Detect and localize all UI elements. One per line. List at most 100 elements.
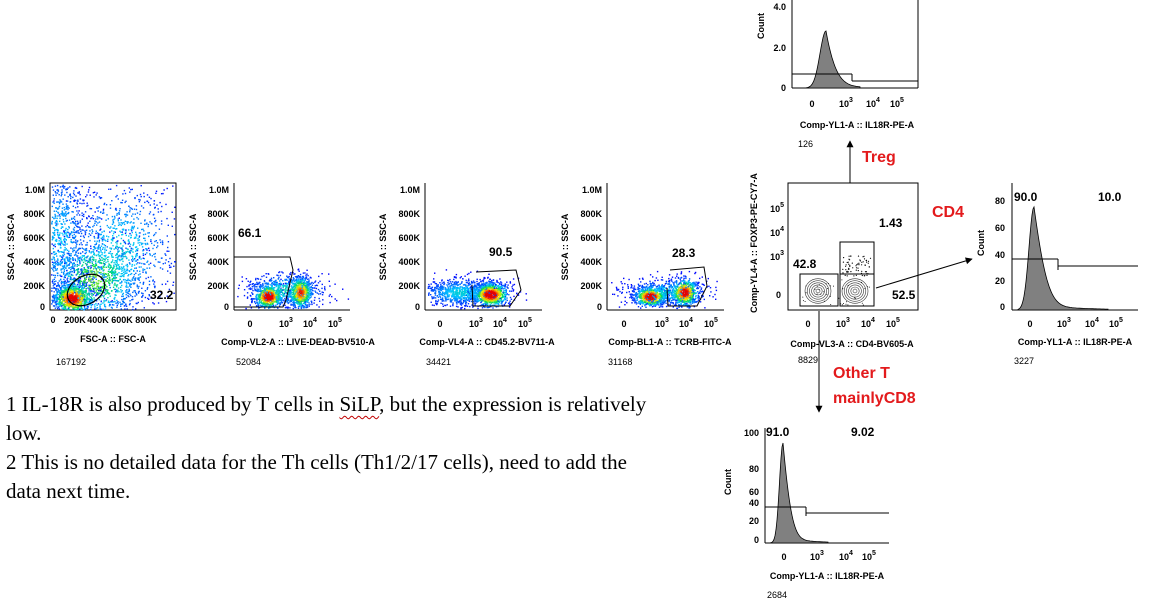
xtick-p2-3: 105	[328, 317, 342, 329]
histogram-fill-cd4	[1017, 205, 1109, 311]
ytick-p4-3: 600K	[580, 233, 602, 243]
histogram-cd4: 90.0 10.0 80 60 40 20 0 0 103 104 105 Co…	[976, 183, 1138, 366]
event-count-htreg: 126	[798, 139, 813, 149]
xtick-p3-0: 0	[437, 319, 442, 329]
xtick-p2-2: 104	[303, 317, 317, 329]
ylabel-hother: Count	[723, 469, 733, 495]
xtick-hother-3: 105	[862, 550, 876, 562]
ylabel-hcd4: Count	[976, 230, 986, 256]
neg-label-other: 91.0	[766, 425, 790, 439]
event-count-hcd4: 3227	[1014, 356, 1034, 366]
xtick-hcd4-2: 104	[1085, 317, 1099, 329]
histogram-other-t: 91.0 9.02 100 80 60 40 20 0 0 103 104 10…	[723, 425, 889, 599]
xtick-p1-1: 200K	[64, 315, 86, 325]
ytick-htreg-0: 0	[781, 83, 786, 93]
ytick-p3-2: 400K	[398, 257, 420, 267]
density-dots-p2	[237, 268, 350, 310]
xtick-hother-1: 103	[810, 550, 824, 562]
xtick-p5-0: 0	[805, 319, 810, 329]
ytick-p5-3: 105	[770, 202, 784, 214]
panel-tcrb: 28.3 1.0M 800K 600K 400K 200K 0 0 103 10…	[560, 183, 732, 367]
xtick-htreg-2: 104	[866, 97, 880, 109]
xtick-htreg-3: 105	[890, 97, 904, 109]
ytick-p5-0: 0	[776, 290, 781, 300]
xtick-p1-2: 400K	[87, 315, 109, 325]
ytick-p2-0: 0	[224, 302, 229, 312]
xtick-p4-3: 105	[704, 317, 718, 329]
xlabel-hcd4: Comp-YL1-A :: IL18R-PE-A	[1018, 337, 1133, 347]
gate-tcrb	[666, 266, 708, 307]
ytick-hother-0: 0	[754, 535, 759, 545]
ytick-p3-4: 800K	[398, 209, 420, 219]
ytick-p1-3: 600K	[23, 233, 45, 243]
ytick-hother-5: 100	[744, 428, 759, 438]
quadrant-label-top: 1.43	[879, 216, 903, 230]
xtick-p2-0: 0	[247, 319, 252, 329]
ytick-p4-1: 200K	[580, 281, 602, 291]
event-count-hother: 2684	[767, 590, 787, 599]
ytick-p1-0: 0	[40, 302, 45, 312]
ytick-hcd4-0: 0	[1000, 302, 1005, 312]
ytick-p3-1: 200K	[398, 281, 420, 291]
quadrant-label-left: 42.8	[793, 257, 817, 271]
xlabel-p4: Comp-BL1-A :: TCRB-FITC-A	[608, 337, 732, 347]
xtick-hcd4-0: 0	[1027, 319, 1032, 329]
xlabel-htreg: Comp-YL1-A :: IL18R-PE-A	[800, 120, 915, 130]
neg-label-cd4: 90.0	[1014, 190, 1038, 204]
xtick-p4-1: 103	[655, 317, 669, 329]
ytick-hother-3: 60	[749, 487, 759, 497]
ylabel-p2: SSC-A :: SSC-A	[188, 213, 198, 280]
ytick-p2-1: 200K	[207, 281, 229, 291]
ytick-hother-4: 80	[749, 464, 759, 474]
xlabel-p5: Comp-VL3-A :: CD4-BV605-A	[790, 339, 914, 349]
xtick-hcd4-3: 105	[1109, 317, 1123, 329]
event-count-p1: 167192	[56, 357, 86, 367]
gate-cd4-neg	[799, 273, 839, 307]
xtick-htreg-0: 0	[809, 99, 814, 109]
ytick-p1-2: 400K	[23, 257, 45, 267]
ytick-p5-1: 103	[770, 250, 784, 262]
ytick-p1-5: 1.0M	[25, 185, 45, 195]
xlabel-hother: Comp-YL1-A :: IL18R-PE-A	[770, 571, 885, 581]
ytick-hcd4-4: 80	[995, 196, 1005, 206]
panel-cd45: 90.5 1.0M 800K 600K 400K 200K 0 0 103 10…	[378, 183, 555, 367]
gate-cd4-pos	[839, 273, 875, 307]
ytick-hcd4-2: 40	[995, 250, 1005, 260]
ytick-p4-4: 800K	[580, 209, 602, 219]
ytick-hother-1: 20	[749, 516, 759, 526]
note-1-start: 1 IL-18R is also produced by T cells in	[6, 392, 340, 416]
ylabel-htreg: Count	[756, 13, 766, 39]
note-2: 2 This is no detailed data for the Th ce…	[6, 450, 627, 503]
xlabel-p2: Comp-VL2-A :: LIVE-DEAD-BV510-A	[221, 337, 375, 347]
ytick-p1-1: 200K	[23, 281, 45, 291]
xtick-hother-2: 104	[839, 550, 853, 562]
event-count-p2: 52084	[236, 357, 261, 367]
ylabel-p1: SSC-A :: SSC-A	[6, 213, 16, 280]
ytick-p2-3: 600K	[207, 233, 229, 243]
density-dots-p1	[51, 184, 176, 311]
event-count-p3: 34421	[426, 357, 451, 367]
note-1-end: , but the expression is relatively low.	[6, 392, 647, 445]
ytick-p4-5: 1.0M	[582, 185, 602, 195]
density-dots-p4	[611, 270, 718, 310]
xtick-p2-1: 103	[279, 317, 293, 329]
pos-label-other: 9.02	[851, 425, 875, 439]
ytick-hother-2: 40	[749, 498, 759, 508]
gate-cd45	[471, 269, 522, 307]
ylabel-p4: SSC-A :: SSC-A	[560, 213, 570, 280]
gate-label-p2: 66.1	[238, 226, 262, 240]
xtick-p1-0: 0	[50, 315, 55, 325]
ytick-htreg-1: 2.0	[773, 43, 786, 53]
ytick-hcd4-1: 20	[995, 276, 1005, 286]
ytick-p5-2: 104	[770, 226, 784, 238]
panel-live-dead: 66.1 1.0M 800K 600K 400K 200K 0 0 103 10…	[188, 183, 375, 367]
gate-label-p4: 28.3	[672, 246, 696, 260]
xtick-p3-3: 105	[518, 317, 532, 329]
event-count-p4: 31168	[608, 357, 632, 367]
gate-live	[234, 256, 294, 308]
pos-label-cd4: 10.0	[1098, 190, 1122, 204]
xtick-p3-2: 104	[493, 317, 507, 329]
gate-label-p3: 90.5	[489, 245, 513, 259]
xtick-p4-0: 0	[621, 319, 626, 329]
xtick-p1-3: 600K	[111, 315, 133, 325]
